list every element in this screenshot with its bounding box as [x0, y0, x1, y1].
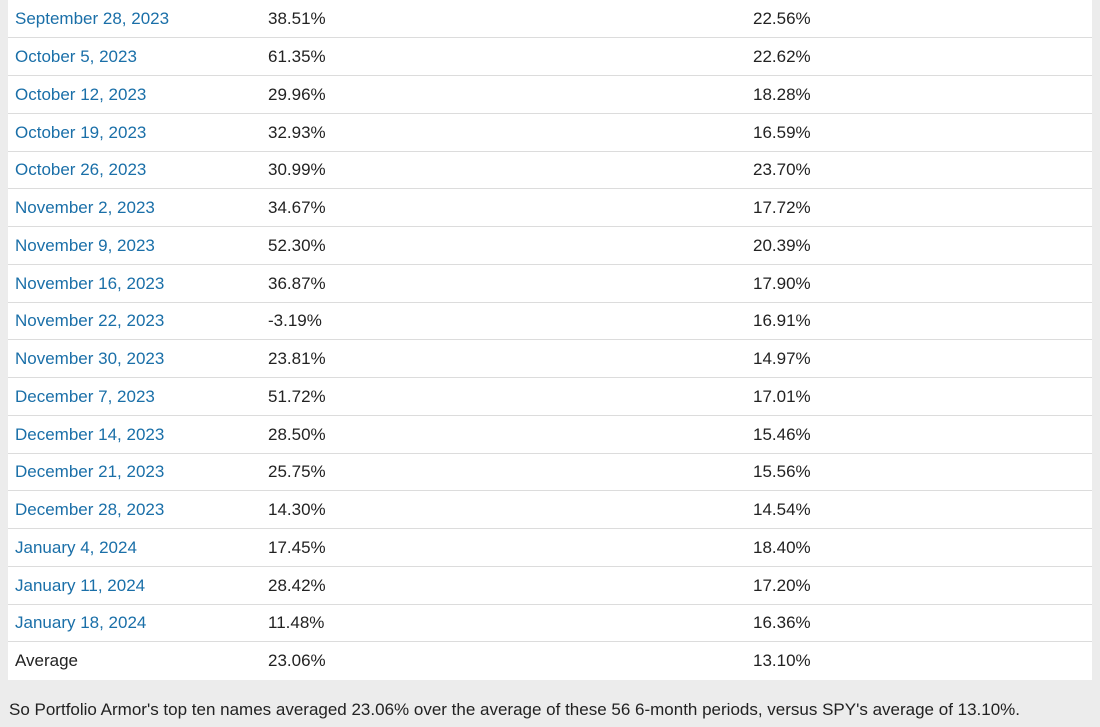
average-label: Average [15, 651, 79, 671]
table-row: November 22, 2023 -3.19% 16.91% [8, 302, 1092, 341]
table-row: December 28, 2023 14.30% 14.54% [8, 490, 1092, 529]
portfolio-return-cell: 30.99% [261, 151, 746, 190]
portfolio-return-cell: 51.72% [261, 377, 746, 416]
spy-return-cell: 17.72% [746, 188, 1092, 227]
date-link[interactable]: December 14, 2023 [8, 415, 261, 454]
portfolio-return-cell: 14.30% [261, 490, 746, 529]
portfolio-return-cell: 38.51% [261, 0, 746, 39]
spy-return-cell: 18.40% [746, 528, 1092, 567]
date-link[interactable]: October 5, 2023 [8, 37, 261, 76]
portfolio-return-cell: -3.19% [261, 302, 746, 341]
spy-return-cell: 22.62% [746, 37, 1092, 76]
table-row: September 28, 2023 38.51% 22.56% [8, 0, 1092, 39]
spy-return-cell: 17.01% [746, 377, 1092, 416]
date-link[interactable]: January 11, 2024 [8, 566, 261, 605]
table-row: November 16, 2023 36.87% 17.90% [8, 264, 1092, 303]
table-row: November 9, 2023 52.30% 20.39% [8, 226, 1092, 265]
table-row: December 7, 2023 51.72% 17.01% [8, 377, 1092, 416]
date-link[interactable]: October 12, 2023 [8, 75, 261, 114]
date-link[interactable]: September 28, 2023 [8, 0, 261, 39]
spy-return-cell: 18.28% [746, 75, 1092, 114]
portfolio-return-cell: 29.96% [261, 75, 746, 114]
table-row: December 21, 2023 25.75% 15.56% [8, 453, 1092, 492]
table-row: January 18, 2024 11.48% 16.36% [8, 604, 1092, 643]
date-link[interactable]: December 7, 2023 [8, 377, 261, 416]
date-link[interactable]: November 16, 2023 [8, 264, 261, 303]
spy-return-cell: 14.54% [746, 490, 1092, 529]
table-row: October 26, 2023 30.99% 23.70% [8, 151, 1092, 190]
table-row: October 12, 2023 29.96% 18.28% [8, 75, 1092, 114]
table-row: January 4, 2024 17.45% 18.40% [8, 528, 1092, 567]
spy-return-cell: 23.70% [746, 151, 1092, 190]
spy-return-cell: 16.59% [746, 113, 1092, 152]
date-link[interactable]: January 18, 2024 [8, 604, 261, 643]
date-link[interactable]: October 19, 2023 [8, 113, 261, 152]
average-spy-return: 13.10% [753, 651, 811, 671]
date-link[interactable]: November 30, 2023 [8, 339, 261, 378]
date-link[interactable]: November 9, 2023 [8, 226, 261, 265]
portfolio-return-cell: 28.50% [261, 415, 746, 454]
table-row: January 11, 2024 28.42% 17.20% [8, 566, 1092, 605]
portfolio-return-cell: 34.67% [261, 188, 746, 227]
spy-return-cell: 16.36% [746, 604, 1092, 643]
date-link[interactable]: December 21, 2023 [8, 453, 261, 492]
spy-return-cell: 20.39% [746, 226, 1092, 265]
portfolio-return-cell: 23.81% [261, 339, 746, 378]
spy-return-cell: 15.46% [746, 415, 1092, 454]
portfolio-return-cell: 32.93% [261, 113, 746, 152]
spy-return-cell: 15.56% [746, 453, 1092, 492]
portfolio-return-cell: 61.35% [261, 37, 746, 76]
spy-return-cell: 17.20% [746, 566, 1092, 605]
spy-return-cell: 14.97% [746, 339, 1092, 378]
average-row: Average 23.06% 13.10% [8, 642, 1092, 680]
date-link[interactable]: November 2, 2023 [8, 188, 261, 227]
portfolio-return-cell: 11.48% [261, 604, 746, 643]
table-row: November 30, 2023 23.81% 14.97% [8, 339, 1092, 378]
table-row: October 5, 2023 61.35% 22.62% [8, 37, 1092, 76]
table-row: November 2, 2023 34.67% 17.72% [8, 188, 1092, 227]
portfolio-return-cell: 25.75% [261, 453, 746, 492]
date-link[interactable]: January 4, 2024 [8, 528, 261, 567]
table-row: October 19, 2023 32.93% 16.59% [8, 113, 1092, 152]
table-row: December 14, 2023 28.50% 15.46% [8, 415, 1092, 454]
spy-return-cell: 17.90% [746, 264, 1092, 303]
portfolio-return-cell: 36.87% [261, 264, 746, 303]
spy-return-cell: 16.91% [746, 302, 1092, 341]
portfolio-return-cell: 17.45% [261, 528, 746, 567]
spy-return-cell: 22.56% [746, 0, 1092, 39]
portfolio-return-cell: 28.42% [261, 566, 746, 605]
returns-table-body: September 28, 2023 38.51% 22.56% October… [8, 0, 1092, 680]
returns-table: September 28, 2023 38.51% 22.56% October… [8, 0, 1092, 680]
date-link[interactable]: October 26, 2023 [8, 151, 261, 190]
returns-table-container: September 28, 2023 38.51% 22.56% October… [8, 0, 1092, 680]
date-link[interactable]: November 22, 2023 [8, 302, 261, 341]
summary-paragraph: So Portfolio Armor's top ten names avera… [9, 700, 1021, 719]
average-portfolio-return: 23.06% [268, 651, 326, 671]
portfolio-return-cell: 52.30% [261, 226, 746, 265]
date-link[interactable]: December 28, 2023 [8, 490, 261, 529]
